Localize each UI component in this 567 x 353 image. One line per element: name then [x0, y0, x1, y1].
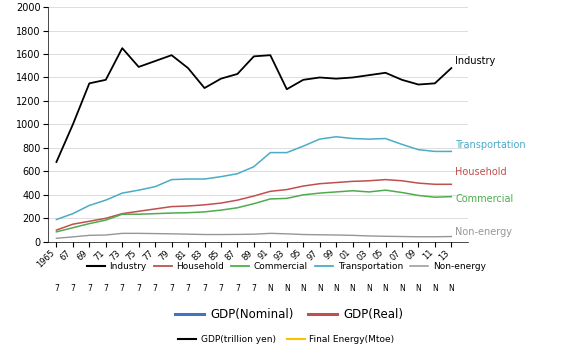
Text: 7: 7 [136, 284, 141, 293]
Text: N: N [366, 284, 372, 293]
Text: 7: 7 [120, 284, 125, 293]
Text: 7: 7 [153, 284, 158, 293]
Text: 7: 7 [185, 284, 191, 293]
Text: N: N [383, 284, 388, 293]
Text: 7: 7 [87, 284, 92, 293]
Text: 7: 7 [169, 284, 174, 293]
Text: 7: 7 [54, 284, 59, 293]
Text: 7: 7 [70, 284, 75, 293]
Text: Transportation: Transportation [455, 140, 526, 150]
Text: N: N [284, 284, 290, 293]
Text: N: N [268, 284, 273, 293]
Text: N: N [432, 284, 438, 293]
Text: N: N [350, 284, 356, 293]
Text: Household: Household [455, 167, 507, 177]
Text: N: N [317, 284, 323, 293]
Text: 7: 7 [103, 284, 108, 293]
Text: N: N [301, 284, 306, 293]
Text: Commercial: Commercial [455, 194, 514, 204]
Legend: Industry, Household, Commercial, Transportation, Non-energy: Industry, Household, Commercial, Transpo… [83, 258, 489, 275]
Text: N: N [416, 284, 421, 293]
Text: 7: 7 [235, 284, 240, 293]
Text: 7: 7 [218, 284, 223, 293]
Text: N: N [399, 284, 405, 293]
Text: Non-energy: Non-energy [455, 227, 513, 237]
Text: 7: 7 [202, 284, 207, 293]
Text: N: N [448, 284, 454, 293]
Legend: GDP(Nominal), GDP(Real): GDP(Nominal), GDP(Real) [170, 303, 408, 325]
Text: 7: 7 [251, 284, 256, 293]
Legend: GDP(trillion yen), Final Energy(Mtoe): GDP(trillion yen), Final Energy(Mtoe) [175, 332, 398, 348]
Text: N: N [333, 284, 339, 293]
Text: Industry: Industry [455, 56, 496, 66]
